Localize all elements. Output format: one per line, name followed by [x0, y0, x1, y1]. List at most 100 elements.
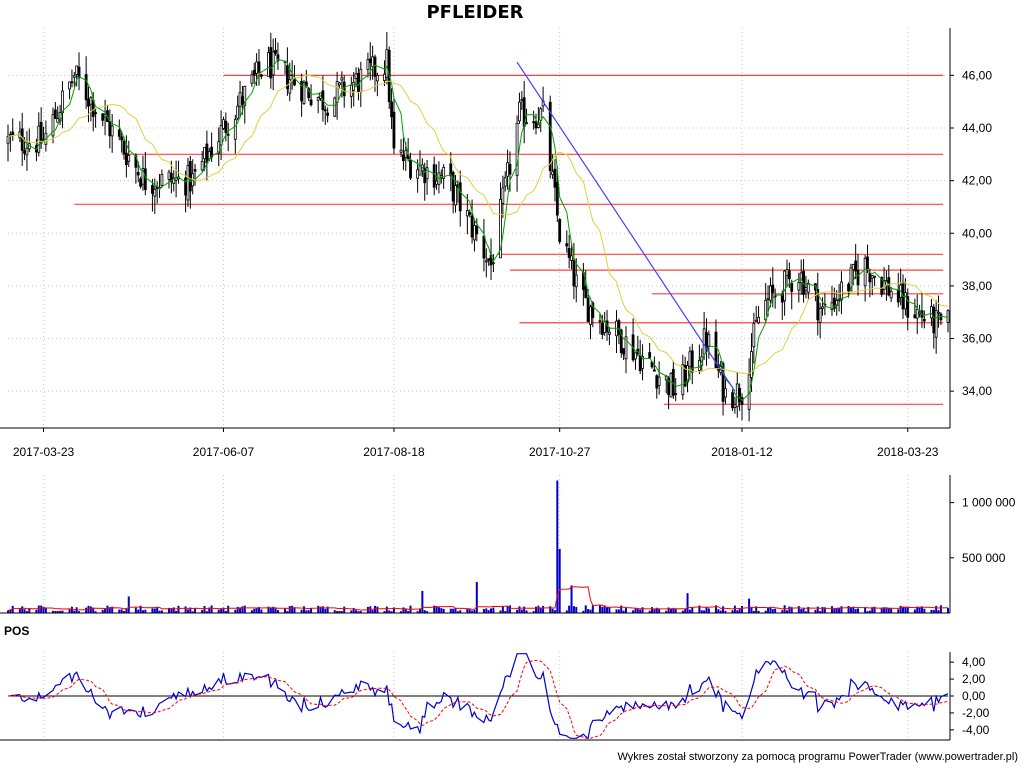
volume-bar [490, 608, 493, 613]
candle-body [110, 125, 114, 137]
candle-body [217, 141, 221, 154]
candle-body [84, 74, 88, 101]
price-y-tick-label: 44,00 [962, 121, 992, 135]
volume-bar [144, 609, 147, 613]
volume-bar [840, 606, 843, 613]
volume-bar [468, 609, 471, 613]
price-y-tick-label: 46,00 [962, 68, 992, 82]
pos-y-tick-label: 0,00 [962, 689, 986, 703]
candle-body [458, 182, 462, 212]
volume-bar [537, 605, 540, 613]
volume-bar [532, 611, 535, 613]
candle-body [840, 281, 843, 301]
volume-bar [880, 607, 883, 613]
candle-body [300, 80, 304, 102]
candle-body [870, 275, 874, 279]
volume-bar [606, 606, 609, 613]
volume-bar [288, 606, 291, 613]
candle-body [868, 272, 872, 283]
candle-body [435, 180, 438, 185]
volume-bar [617, 609, 620, 613]
candle-body [416, 169, 420, 179]
volume-bar [504, 611, 507, 613]
volume-bar [691, 607, 694, 613]
candle-body [520, 99, 524, 102]
volume-bar [565, 610, 568, 613]
candle-body [499, 199, 502, 259]
volume-bar [454, 607, 457, 613]
candle-body [771, 284, 775, 293]
candle-body [269, 47, 273, 79]
volume-bar [440, 608, 443, 613]
candle-body [335, 81, 339, 103]
volume-bar [918, 606, 921, 613]
candle-body [584, 286, 588, 299]
volume-bar [930, 609, 933, 613]
volume-bar [61, 610, 64, 613]
candle-body [567, 247, 571, 258]
candle-body [51, 114, 55, 137]
volume-bar [220, 608, 223, 613]
candle-body [591, 302, 595, 318]
candle-body [785, 269, 789, 276]
volume-bar [101, 609, 104, 613]
trendline-layer [516, 61, 736, 392]
volume-bar [757, 610, 760, 613]
volume-bar [376, 606, 379, 613]
volume-bar [227, 605, 230, 613]
volume-bar [814, 609, 817, 613]
candle-body [224, 120, 228, 133]
candle-body [518, 101, 521, 122]
candle-body [482, 235, 486, 259]
volume-bar [800, 609, 803, 613]
volume-bar [601, 606, 604, 613]
volume-bar [177, 605, 180, 613]
volume-bar [608, 607, 611, 613]
volume-bar [591, 605, 594, 613]
pos-oscillator [7, 653, 949, 740]
volume-bar [350, 610, 353, 613]
volume-bar [906, 606, 909, 613]
candle-body [657, 376, 661, 386]
candle-body [307, 88, 311, 99]
volume-bar [849, 607, 852, 613]
volume-bar [284, 608, 287, 613]
candle-body [671, 368, 675, 396]
volume-bar [404, 609, 407, 613]
candle-body [707, 334, 711, 348]
candle-body [733, 403, 737, 408]
volume-bar [804, 611, 807, 613]
volume-bar [736, 610, 739, 613]
candle-body [323, 109, 327, 112]
candle-body [714, 331, 718, 369]
candle-body [854, 260, 858, 272]
volume-bar [525, 610, 528, 613]
volume-bar [127, 596, 130, 613]
volume-bar [343, 606, 346, 613]
volume-bar [487, 610, 490, 613]
candle-body [160, 174, 164, 186]
volume-bar [70, 606, 73, 613]
candle-body [787, 270, 791, 280]
volume-bar [276, 610, 279, 613]
volume-bar [205, 611, 208, 613]
volume-bar [506, 606, 509, 613]
candle-body [690, 350, 694, 373]
candle-body [586, 297, 590, 323]
volume-bar [916, 606, 919, 613]
volume-bar [437, 607, 440, 613]
candle-body [122, 140, 126, 155]
candle-body [652, 369, 656, 372]
volume-bar [402, 607, 405, 613]
candle-body [501, 187, 505, 204]
volume-bar [883, 607, 886, 613]
volume-bar [681, 610, 684, 613]
candle-body [89, 97, 93, 105]
candle-body [399, 149, 403, 153]
candle-body [705, 332, 708, 349]
volume-bar [191, 611, 194, 613]
candle-body [849, 267, 853, 292]
candle-body [783, 270, 787, 302]
candle-body [686, 365, 689, 383]
volume-bar [374, 605, 377, 613]
